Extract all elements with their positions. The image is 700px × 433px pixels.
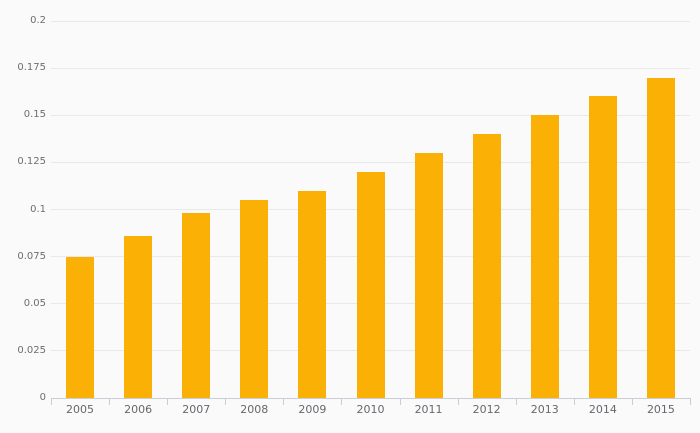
x-axis-tick: [457, 398, 459, 405]
x-axis-tick: [399, 398, 401, 405]
x-axis-tick: [167, 398, 169, 405]
x-axis-tick: [631, 398, 633, 405]
x-axis-tick: [109, 398, 111, 405]
y-axis-tick-label: 0.075: [17, 250, 46, 262]
x-axis-tick: [341, 398, 343, 405]
y-axis-tick-label: 0: [39, 392, 46, 403]
x-axis-category-label: 2012: [472, 403, 501, 416]
bar-2014[interactable]: [588, 96, 617, 398]
bar-2009[interactable]: [298, 190, 327, 398]
x-axis-category-label: 2014: [588, 403, 617, 416]
y-axis-tick-label: 0.15: [23, 109, 46, 121]
bar-2011[interactable]: [414, 152, 443, 398]
x-axis-tick: [51, 398, 52, 405]
x-axis-tick: [690, 398, 691, 405]
gridline-y-0.15: [51, 114, 690, 116]
x-axis-category-label: 2008: [240, 403, 269, 416]
x-axis-category-label: 2013: [530, 403, 559, 416]
gridline-y-0.175: [51, 67, 690, 69]
x-axis-category-label: 2006: [124, 403, 153, 416]
y-axis-tick-label: 0.175: [17, 62, 46, 74]
bar-2013[interactable]: [530, 115, 559, 398]
bar-2012[interactable]: [472, 134, 501, 398]
bar-2015[interactable]: [646, 77, 675, 398]
x-axis-category-label: 2007: [182, 403, 211, 416]
y-axis-tick-label: 0.125: [17, 156, 46, 168]
x-axis-tick: [573, 398, 575, 405]
bar-2007[interactable]: [182, 213, 211, 398]
x-axis-category-label: 2005: [66, 403, 95, 416]
y-axis-tick-label: 0.1: [30, 203, 46, 215]
y-axis-tick-label: 0.025: [17, 344, 46, 356]
x-axis-tick: [515, 398, 517, 405]
x-axis-category-label: 2015: [646, 403, 675, 416]
bar-2008[interactable]: [240, 200, 269, 398]
x-axis-category-label: 2011: [414, 403, 443, 416]
x-axis-tick: [283, 398, 285, 405]
y-axis-tick-label: 0.2: [30, 15, 46, 26]
bar-2006[interactable]: [124, 235, 153, 398]
bar-2010[interactable]: [356, 171, 385, 398]
gridline-y-0.2: [51, 20, 690, 22]
x-axis-line: [51, 398, 690, 399]
gridline-y-0.125: [51, 161, 690, 163]
y-axis-tick-label: 0.05: [23, 297, 46, 309]
x-axis-category-label: 2010: [356, 403, 385, 416]
x-axis-tick: [225, 398, 227, 405]
bar-2005[interactable]: [66, 256, 95, 398]
plot-area: [51, 20, 690, 398]
x-axis-category-label: 2009: [298, 403, 327, 416]
